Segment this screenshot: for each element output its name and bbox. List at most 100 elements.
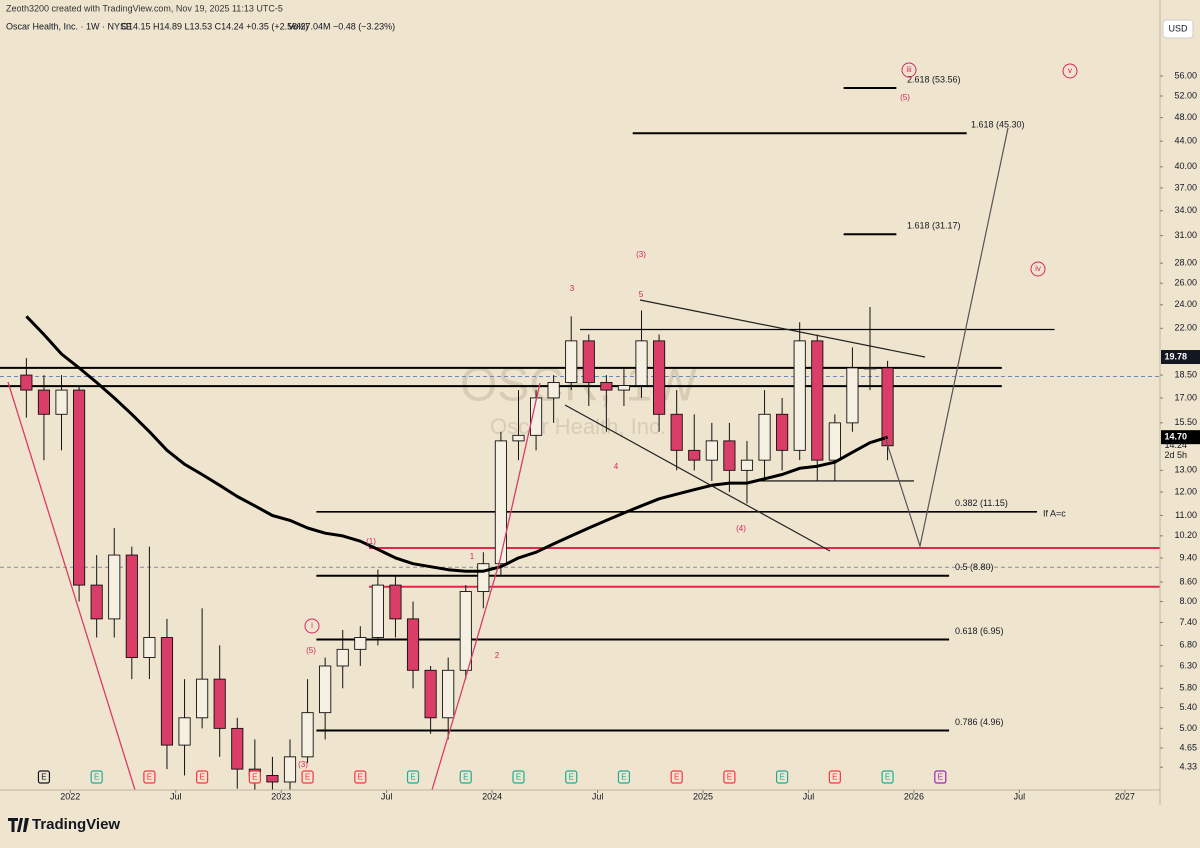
wave-label: v [1068, 66, 1072, 75]
earnings-label: E [358, 773, 363, 782]
earnings-marker [90, 770, 103, 784]
candle-body [213, 678, 226, 729]
trend-line [639, 299, 926, 358]
y-tick-label: 48.00 [1174, 112, 1197, 122]
earnings-marker [248, 770, 261, 784]
candle-body [846, 367, 859, 424]
currency-box[interactable] [1162, 19, 1194, 39]
y-tick-label: 28.00 [1174, 258, 1197, 268]
candle-body [547, 382, 560, 399]
y-tick-label: 40.00 [1174, 161, 1197, 171]
y-tick-label: 6.30 [1179, 660, 1197, 670]
earnings-label: E [832, 773, 837, 782]
y-tick-label: 12.00 [1174, 486, 1197, 496]
plot [0, 87, 1160, 790]
earnings-label: E [147, 773, 152, 782]
y-tick-label: 10.20 [1174, 530, 1197, 540]
candle-body [266, 775, 279, 783]
earnings-label: E [463, 773, 468, 782]
wave-label: (1) [366, 537, 376, 546]
wave-line [7, 381, 136, 790]
y-tick-label: 4.65 [1179, 742, 1197, 752]
candle-body [90, 584, 103, 620]
wave-label: 2 [495, 651, 500, 660]
wave-line [431, 382, 541, 790]
candle-body [143, 637, 156, 658]
candle-body [424, 669, 437, 719]
y-tick-label: 37.00 [1174, 182, 1197, 192]
wave-label: If A=c [1043, 508, 1066, 518]
x-tick-label: Jul [381, 791, 393, 801]
wave-circle [1062, 63, 1078, 79]
wave-circle [304, 618, 320, 634]
x-tick-label: 2026 [904, 791, 924, 801]
y-tick-label: 52.00 [1174, 90, 1197, 100]
y-tick-label: 17.00 [1174, 392, 1197, 402]
y-tick-label: 31.00 [1174, 230, 1197, 240]
candle-body [160, 637, 174, 746]
level-label: 0.618 (6.95) [955, 626, 1004, 636]
y-tick-label: 6.80 [1179, 640, 1197, 650]
candle-body [125, 554, 138, 658]
earnings-label: E [885, 773, 890, 782]
earnings-marker [565, 770, 578, 784]
wave-label: (4) [736, 524, 746, 533]
x-tick-label: Jul [592, 791, 604, 801]
x-tick-label: 2027 [1115, 791, 1135, 801]
earnings-marker [617, 770, 631, 784]
earnings-label: E [199, 773, 204, 782]
candle-body [354, 637, 367, 650]
earnings-label: E [621, 773, 626, 782]
wave-label: 5 [639, 290, 644, 299]
candle-body [459, 591, 472, 671]
candle-body [512, 434, 525, 442]
legend-ohlc: O14.15 H14.89 L13.53 C14.24 +0.35 (+2.56… [121, 21, 308, 31]
countdown: 2d 5h [1164, 450, 1187, 460]
wave-label: 3 [570, 284, 575, 293]
candle-body [670, 413, 683, 451]
price-badge-label: 19.78 [1164, 351, 1187, 361]
watermark-sub: Oscar Health, Inc. [490, 414, 666, 439]
earnings-label: E [41, 773, 46, 782]
candle-body [55, 389, 68, 415]
x-tick-label: 2025 [693, 791, 713, 801]
candle-body [494, 440, 507, 565]
candle-body [37, 389, 51, 415]
earnings-marker [143, 770, 156, 784]
projection-line [884, 127, 1009, 549]
candle-body [301, 712, 314, 758]
wave-label: 1 [470, 552, 475, 561]
candle-body [371, 584, 384, 638]
earnings-marker [301, 770, 314, 784]
y-tick-label: 5.80 [1179, 683, 1197, 693]
y-tick-label: 9.40 [1179, 552, 1197, 562]
price-badge [1161, 430, 1200, 445]
candle-body [653, 340, 666, 415]
price-badge [1161, 350, 1200, 365]
earnings-marker [459, 770, 472, 784]
earnings-label: E [305, 773, 310, 782]
level-label: 0.786 (4.96) [955, 717, 1004, 727]
y-tick-label: 18.50 [1174, 369, 1197, 379]
candle-body [196, 678, 209, 719]
candle-body [108, 554, 121, 620]
y-tick-label: 8.60 [1179, 576, 1197, 586]
candle-body [477, 563, 490, 592]
earnings-label: E [727, 773, 732, 782]
wave-label: (3) [298, 760, 308, 769]
x-tick-label: Jul [1014, 791, 1026, 801]
level-label: 1.618 (31.17) [907, 221, 961, 231]
candle-body [828, 422, 841, 461]
candle-body [582, 340, 595, 383]
currency[interactable]: USD [1168, 23, 1188, 33]
earnings-marker [354, 770, 367, 784]
earnings-label: E [410, 773, 415, 782]
y-tick-label: 8.00 [1179, 596, 1197, 606]
candle-body [723, 440, 736, 471]
candle-body [336, 648, 349, 667]
x-tick-label: 2023 [271, 791, 291, 801]
earnings-marker [37, 770, 51, 784]
y-tick-label: 34.00 [1174, 205, 1197, 215]
candle-body [319, 665, 332, 714]
